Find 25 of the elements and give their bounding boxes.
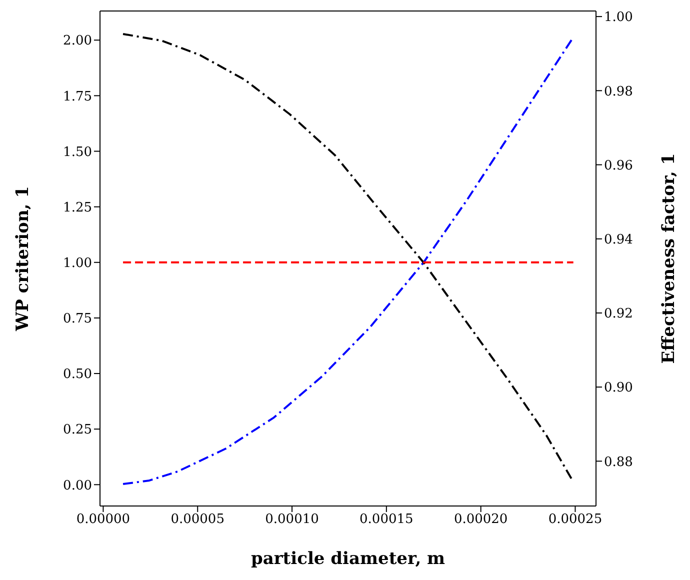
y2-tick-label: 0.98 bbox=[604, 84, 633, 100]
x-tick-label: 0.00025 bbox=[548, 512, 602, 528]
y2-axis-title: Effectiveness factor, 1 bbox=[659, 153, 680, 364]
y2-tick-label: 0.94 bbox=[604, 232, 633, 248]
y-tick-label: 0.75 bbox=[63, 312, 92, 327]
y-tick-label: 1.75 bbox=[63, 89, 92, 104]
x-tick-label: 0.00015 bbox=[360, 512, 414, 528]
y-axis-title: WP criterion, 1 bbox=[13, 186, 34, 332]
y-tick-label: 0.00 bbox=[63, 478, 92, 494]
x-tick-label: 0.00010 bbox=[265, 512, 319, 528]
y-tick-label: 1.00 bbox=[63, 256, 92, 272]
y-tick-label: 0.25 bbox=[63, 422, 92, 438]
x-axis-title: particle diameter, m bbox=[250, 549, 446, 569]
y2-tick-label: 0.90 bbox=[604, 380, 633, 396]
y-tick-label: 2.00 bbox=[63, 34, 92, 49]
y-tick-label: 0.50 bbox=[63, 367, 92, 382]
y2-tick-label: 0.88 bbox=[604, 454, 633, 470]
x-tick-label: 0.00020 bbox=[454, 512, 508, 528]
y2-tick-label: 0.96 bbox=[604, 158, 633, 174]
y-tick-label: 1.25 bbox=[63, 200, 92, 216]
y2-tick-label: 0.92 bbox=[604, 306, 633, 322]
y-tick-label: 1.50 bbox=[63, 144, 92, 160]
x-tick-label: 0.00005 bbox=[170, 512, 224, 528]
y2-tick-label: 1.00 bbox=[604, 10, 633, 26]
x-tick-label: 0.00000 bbox=[76, 512, 130, 528]
